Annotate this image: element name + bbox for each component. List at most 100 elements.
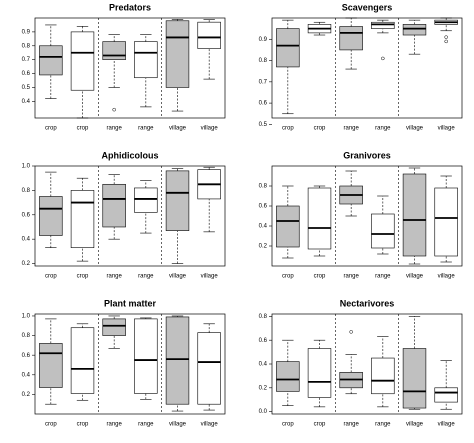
x-tick-label: range: [375, 274, 391, 280]
box: [307, 187, 332, 250]
x-tick-label: range: [375, 422, 391, 428]
box: [39, 196, 63, 236]
box: [371, 213, 395, 249]
y-tick-label: 0.4: [22, 372, 31, 378]
plot-frame: [271, 165, 463, 267]
y-tick-label: 0.6: [259, 204, 268, 210]
x-tick-label: range: [138, 274, 154, 280]
y-tick-label: 1.0: [22, 164, 31, 170]
panel-title: Plant matter: [104, 298, 157, 308]
x-tick-label: village: [406, 422, 424, 428]
x-tick-label: range: [106, 274, 122, 280]
plot-frame: [34, 313, 226, 415]
box: [70, 327, 95, 394]
box: [371, 21, 395, 29]
x-tick-label: village: [201, 126, 219, 132]
x-tick-label: village: [438, 274, 456, 280]
x-tick-label: village: [201, 422, 219, 428]
y-tick-label: 0.6: [22, 71, 31, 77]
box: [165, 20, 190, 88]
y-tick-label: 0.9: [22, 29, 31, 35]
box: [134, 187, 158, 213]
plot-frame: [34, 165, 226, 267]
box: [402, 173, 427, 257]
x-tick-label: crop: [77, 126, 89, 132]
outlier: [444, 39, 448, 44]
x-tick-label: crop: [282, 126, 294, 132]
x-tick-label: crop: [45, 126, 57, 132]
box: [402, 24, 427, 36]
plot-frame: [271, 17, 463, 119]
x-tick-label: range: [138, 422, 154, 428]
box: [197, 21, 221, 49]
box: [134, 318, 158, 394]
x-tick-label: village: [201, 274, 219, 280]
y-tick-label: 0.6: [22, 353, 31, 359]
y-tick-label: 0.4: [259, 224, 268, 230]
outlier: [349, 330, 353, 334]
box: [70, 190, 95, 249]
x-tick-label: crop: [314, 126, 326, 132]
y-tick-label: 0.6: [259, 101, 268, 107]
y-tick-label: 0.7: [259, 79, 268, 85]
outlier: [444, 35, 448, 39]
y-tick-label: 0.4: [259, 362, 268, 368]
y-tick-label: 1.0: [22, 314, 31, 320]
box: [102, 183, 126, 228]
x-tick-label: crop: [45, 274, 57, 280]
panel-title: Granivores: [343, 150, 391, 160]
box: [402, 348, 427, 409]
y-tick-label: 0.4: [22, 99, 31, 105]
x-tick-label: range: [343, 274, 359, 280]
box: [102, 41, 126, 60]
y-tick-label: 0.8: [22, 188, 31, 194]
y-tick-label: 0.6: [22, 212, 31, 218]
y-tick-label: 0.9: [259, 37, 268, 43]
box: [307, 348, 332, 398]
box: [339, 26, 363, 51]
outlier: [381, 56, 385, 61]
box: [371, 357, 395, 395]
y-tick-label: 0.7: [22, 57, 31, 63]
plot-frame: [271, 313, 463, 415]
x-tick-label: village: [169, 274, 187, 280]
box: [434, 387, 458, 403]
x-tick-label: range: [138, 126, 154, 132]
box: [434, 187, 458, 257]
x-tick-label: village: [169, 126, 187, 132]
box: [276, 28, 300, 68]
y-tick-label: 0.4: [22, 237, 31, 243]
x-tick-label: village: [406, 274, 424, 280]
box: [39, 45, 63, 76]
x-tick-label: village: [169, 422, 187, 428]
x-tick-label: range: [375, 126, 391, 132]
y-tick-label: 0.8: [22, 333, 31, 339]
outlier: [112, 107, 116, 112]
x-tick-label: village: [406, 126, 424, 132]
x-tick-label: crop: [314, 274, 326, 280]
box: [276, 205, 300, 248]
x-tick-label: crop: [282, 274, 294, 280]
x-tick-label: village: [438, 422, 456, 428]
box: [165, 170, 190, 231]
panel-title: Scavengers: [342, 2, 393, 12]
y-tick-label: 0.8: [259, 184, 268, 190]
box: [197, 332, 221, 405]
panel-title: Predators: [109, 2, 151, 12]
y-tick-label: 0.6: [259, 338, 268, 344]
box: [276, 361, 300, 392]
x-tick-label: range: [343, 422, 359, 428]
panel-title: Aphidicolous: [102, 150, 159, 160]
panel-title: Nectarivores: [340, 298, 395, 308]
y-tick-label: 0.2: [259, 385, 268, 391]
box: [165, 316, 190, 405]
y-tick-label: 0.5: [259, 122, 268, 128]
plot-frame: [34, 17, 226, 119]
x-tick-label: village: [438, 126, 456, 132]
y-tick-label: 0.5: [22, 85, 31, 91]
x-tick-label: range: [343, 126, 359, 132]
box: [39, 343, 63, 388]
x-tick-label: crop: [77, 274, 89, 280]
x-tick-label: range: [106, 126, 122, 132]
